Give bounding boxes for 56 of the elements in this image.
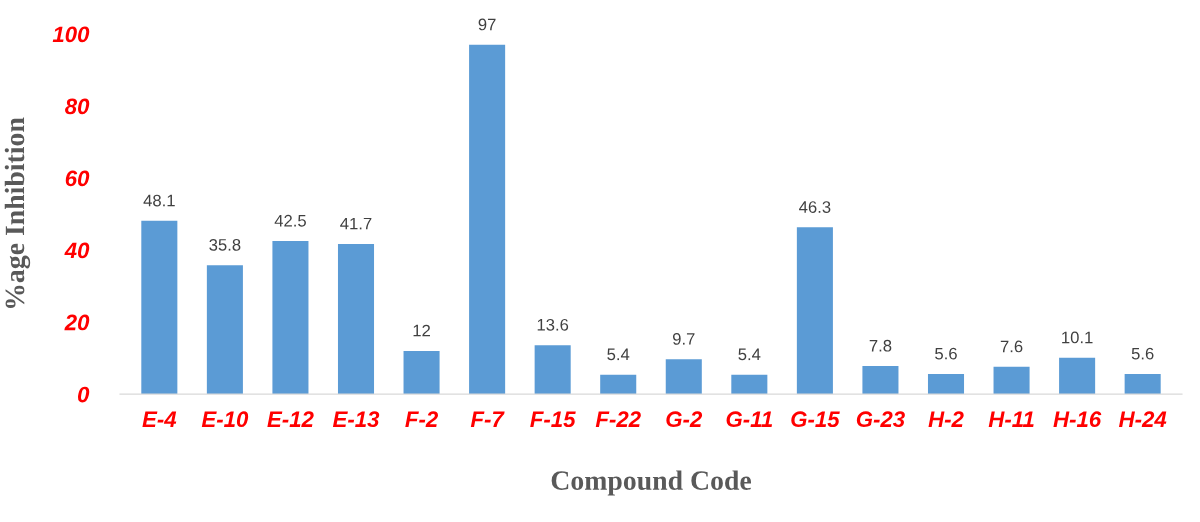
bar: [469, 44, 506, 395]
x-tick-label: H-24: [1118, 411, 1167, 427]
data-label: 97: [478, 18, 496, 31]
data-label: 35.8: [209, 238, 241, 251]
x-tick-label: E-4: [142, 411, 177, 427]
data-label: 7.8: [869, 339, 892, 352]
x-tick-label: G-11: [726, 411, 773, 428]
data-label: 10.1: [1062, 331, 1093, 344]
bar: [141, 220, 178, 395]
y-axis-title: %age Inhibition: [4, 117, 31, 309]
bar: [927, 373, 965, 395]
x-tick-label: G-15: [791, 411, 840, 428]
data-label: 42.5: [274, 214, 306, 227]
data-label: 5.4: [607, 348, 630, 361]
data-label: 9.7: [672, 332, 695, 345]
bar: [862, 366, 899, 395]
data-label: 7.6: [1000, 340, 1023, 353]
x-tick-label: G-23: [856, 411, 905, 428]
x-tick-label: H-11: [988, 411, 1034, 427]
x-tick-label: F-2: [405, 411, 438, 427]
x-tick-label: E-13: [332, 411, 380, 428]
bar: [206, 265, 243, 395]
y-tick-label: 60: [65, 170, 90, 187]
x-tick-label: H-2: [928, 411, 964, 427]
data-label: 5.6: [1131, 347, 1154, 360]
bar: [993, 366, 1030, 395]
x-tick-label: G-2: [666, 411, 703, 428]
data-label: 41.7: [340, 217, 372, 230]
y-tick-label: 0: [78, 386, 90, 403]
bar: [600, 374, 637, 395]
bar: [403, 350, 440, 395]
bar: [534, 345, 571, 395]
data-label: 48.1: [143, 194, 175, 207]
x-tick-label: F-7: [470, 411, 505, 427]
x-tick-label: E-10: [201, 411, 249, 428]
y-tick-label: 40: [64, 242, 90, 259]
bar: [796, 227, 833, 395]
data-label: 12: [413, 324, 430, 337]
bar: [1059, 357, 1096, 395]
bar: [337, 243, 375, 395]
data-label: 13.6: [537, 318, 569, 331]
x-axis-title: Compound Code: [551, 470, 752, 496]
x-tick-label: H-16: [1053, 411, 1102, 428]
data-label: 5.4: [738, 348, 761, 361]
x-tick-label: F-15: [530, 411, 576, 428]
y-tick-label: 80: [65, 98, 90, 115]
y-tick-label: 100: [52, 26, 90, 43]
x-tick-label: F-22: [595, 411, 641, 427]
bar: [665, 359, 702, 395]
x-tick-label: E-12: [267, 411, 314, 427]
bar: [731, 374, 768, 395]
data-label: 46.3: [799, 201, 831, 213]
y-tick-label: 20: [64, 314, 90, 331]
bar: [272, 241, 309, 395]
bar: [1124, 373, 1161, 395]
data-label: 5.6: [935, 347, 957, 360]
